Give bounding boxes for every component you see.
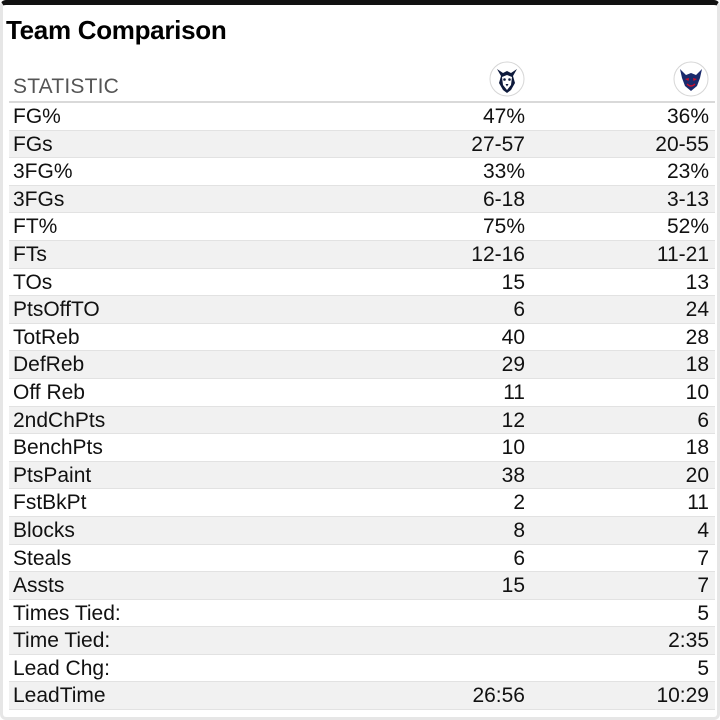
away-team-value: 24: [685, 298, 709, 322]
home-team-value: 29: [501, 353, 525, 377]
table-row: TotReb 40 28: [9, 324, 715, 352]
away-team-value: 52%: [666, 215, 709, 239]
table-row: Assts 15 7: [9, 572, 715, 600]
stat-name: Steals: [13, 546, 72, 570]
home-team-value: 38: [501, 463, 525, 487]
table-row: Time Tied: 2:35: [9, 627, 715, 655]
away-team-value: 36%: [666, 105, 709, 128]
table-row: 2ndChPts 12 6: [9, 406, 715, 435]
home-team-value: 6: [513, 298, 525, 322]
away-team-value: 23%: [666, 160, 709, 184]
panel-title: Team Comparison: [6, 15, 227, 45]
stat-name: DefReb: [13, 353, 85, 377]
table-row: FGs 27-57 20-55: [9, 130, 715, 159]
stat-name: 2ndChPts: [13, 408, 106, 432]
home-team-value: 8: [513, 518, 525, 542]
stats-table-body: FG% 47% 36% FGs 27-57 20-55 3FG% 33% 23% 3FGs 6-18…: [9, 103, 715, 711]
stat-name: FstBkPt: [13, 491, 87, 515]
home-team-value: 6: [513, 546, 525, 570]
home-team-value: 75%: [482, 215, 525, 239]
away-team-value: 13: [685, 270, 709, 294]
home-team-value: 26:56: [472, 684, 525, 708]
stat-name: PtsPaint: [13, 463, 92, 487]
stat-name: Times Tied:: [13, 601, 121, 625]
stat-name: FG%: [13, 105, 61, 128]
home-team-value: 2: [513, 491, 525, 515]
away-team-value: 20: [685, 463, 709, 487]
stat-name: Time Tied:: [13, 629, 111, 653]
table-row: Blocks 8 4: [9, 516, 715, 545]
home-team-value: 47%: [482, 105, 525, 128]
home-team-value: 40: [501, 325, 525, 349]
home-team-value: 27-57: [471, 132, 525, 156]
table-row: DefReb 29 18: [9, 351, 715, 379]
home-team-value: 12: [501, 408, 525, 432]
table-row: LeadTime 26:56 10:29: [9, 682, 715, 711]
stat-name: FGs: [13, 132, 53, 156]
away-team-value: 10:29: [656, 684, 709, 708]
away-team-value: 5: [697, 656, 709, 680]
stat-name: FT%: [13, 215, 58, 239]
table-row: Lead Chg: 5: [9, 655, 715, 683]
away-team-value: 5: [697, 601, 709, 625]
away-team-value: 11-21: [656, 242, 709, 266]
table-row: FT% 75% 52%: [9, 213, 715, 241]
stat-name: Off Reb: [13, 380, 85, 404]
away-team-value: 10: [685, 380, 709, 404]
home-team-value: 33%: [482, 160, 525, 184]
stat-name: Lead Chg:: [13, 656, 110, 680]
away-team-value: 11: [687, 491, 709, 515]
stat-name: FTs: [13, 242, 47, 266]
table-row: Times Tied: 5: [9, 600, 715, 628]
table-row: 3FG% 33% 23%: [9, 158, 715, 186]
home-team-value: 12-16: [471, 242, 525, 266]
stat-name: Blocks: [13, 518, 75, 542]
away-team-value: 4: [697, 518, 709, 542]
table-row: TOs 15 13: [9, 269, 715, 297]
away-team-value: 7: [697, 546, 709, 570]
stat-name: BenchPts: [13, 436, 103, 460]
away-team-value: 28: [685, 325, 709, 349]
statistic-column-header: STATISTIC: [13, 75, 120, 98]
home-team-value: 6-18: [482, 187, 525, 211]
table-row: Steals 6 7: [9, 545, 715, 573]
stat-name: 3FGs: [13, 187, 65, 211]
blue-demon-logo-icon: [673, 61, 709, 97]
table-row: PtsOffTO 6 24: [9, 296, 715, 324]
away-team-value: 18: [685, 436, 709, 460]
table-row: PtsPaint 38 20: [9, 461, 715, 490]
stat-name: PtsOffTO: [13, 298, 100, 322]
away-team-value: 2:35: [668, 629, 709, 653]
table-row: Off Reb 11 10: [9, 379, 715, 407]
stat-name: 3FG%: [13, 160, 73, 184]
away-team-value: 18: [685, 353, 709, 377]
table-row: FstBkPt 2 11: [9, 489, 715, 517]
stat-name: Assts: [13, 574, 65, 598]
table-header: STATISTIC: [9, 59, 715, 103]
away-team-value: 7: [697, 574, 709, 598]
stat-name: TOs: [13, 270, 53, 294]
table-row: FG% 47% 36%: [9, 103, 715, 131]
home-team-value: 11: [503, 380, 525, 404]
stat-name: TotReb: [13, 325, 80, 349]
table-row: 3FGs 6-18 3-13: [9, 185, 715, 214]
table-row: FTs 12-16 11-21: [9, 240, 715, 269]
home-team-value: 10: [501, 436, 525, 460]
table-row: BenchPts 10 18: [9, 434, 715, 462]
away-team-value: 20-55: [655, 132, 709, 156]
home-team-value: 15: [501, 574, 525, 598]
stat-name: LeadTime: [13, 684, 106, 708]
away-team-value: 6: [697, 408, 709, 432]
away-team-value: 3-13: [666, 187, 709, 211]
husky-logo-icon: [489, 61, 525, 97]
home-team-value: 15: [501, 270, 525, 294]
